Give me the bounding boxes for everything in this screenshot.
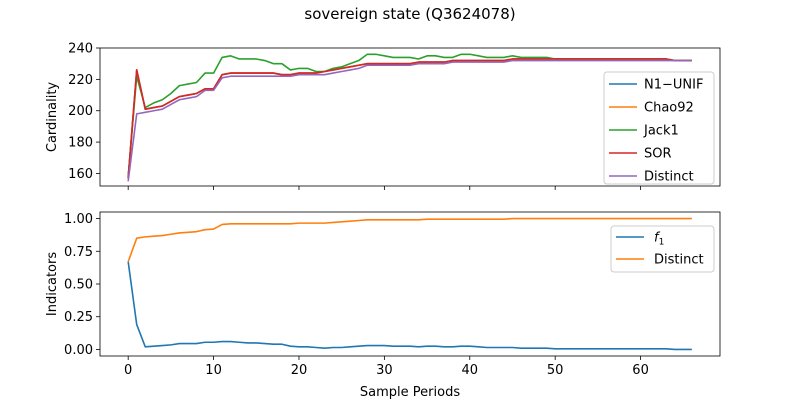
x-tick-label: 10 [205,363,222,378]
x-tick-label: 20 [291,363,308,378]
y-tick-label: 0.75 [64,245,93,260]
series-line [127,59,692,182]
cardinality-panel: 160 180 200 220 240 Cardinality N1−UNIF Chao92 J… [45,42,721,190]
y-tick-label: 160 [68,167,93,182]
series-line [127,58,692,179]
x-tick-label: 60 [632,363,649,378]
series-line [127,261,692,351]
figure-title: sovereign state (Q3624078) [304,5,515,23]
y-axis-label: Indicators [45,252,60,316]
legend-label: Jack1 [643,124,679,139]
x-tick-label: 50 [547,363,564,378]
axes-frame [99,47,721,187]
axes-frame [99,211,721,357]
y-tick-label: 240 [68,42,93,57]
indicators-panel: 0.00 0.25 0.50 0.75 1.00 0 10 20 30 40 50 60 Indicat… [45,211,721,400]
legend-box [603,71,715,185]
legend-label: Chao92 [644,101,694,116]
legend-label: SOR [644,147,672,162]
y-tick-label: 180 [68,136,93,151]
x-tick-label: 0 [124,363,132,378]
legend-label: N1−UNIF [644,78,703,93]
legend-label: Distinct [644,170,694,185]
series-line [127,217,692,263]
legend-label: Distinct [654,253,704,268]
x-tick-label: 40 [462,363,479,378]
x-tick-label: 30 [376,363,393,378]
y-axis-label: Cardinality [45,82,60,153]
y-tick-label: 0.50 [64,278,93,293]
y-tick-label: 0.00 [64,343,93,358]
x-axis-label: Sample Periods [360,385,460,400]
y-tick-label: 0.25 [64,310,93,325]
y-tick-label: 220 [68,73,93,88]
legend-label: f1 [654,231,664,248]
y-tick-label: 200 [68,104,93,119]
y-tick-label: 1.00 [64,212,93,227]
